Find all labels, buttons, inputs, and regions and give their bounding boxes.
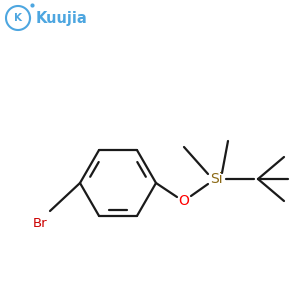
Text: Si: Si xyxy=(210,172,222,186)
Text: O: O xyxy=(178,194,189,208)
Text: Kuujia: Kuujia xyxy=(36,11,88,26)
Text: Br: Br xyxy=(32,217,47,230)
Text: K: K xyxy=(14,13,22,23)
